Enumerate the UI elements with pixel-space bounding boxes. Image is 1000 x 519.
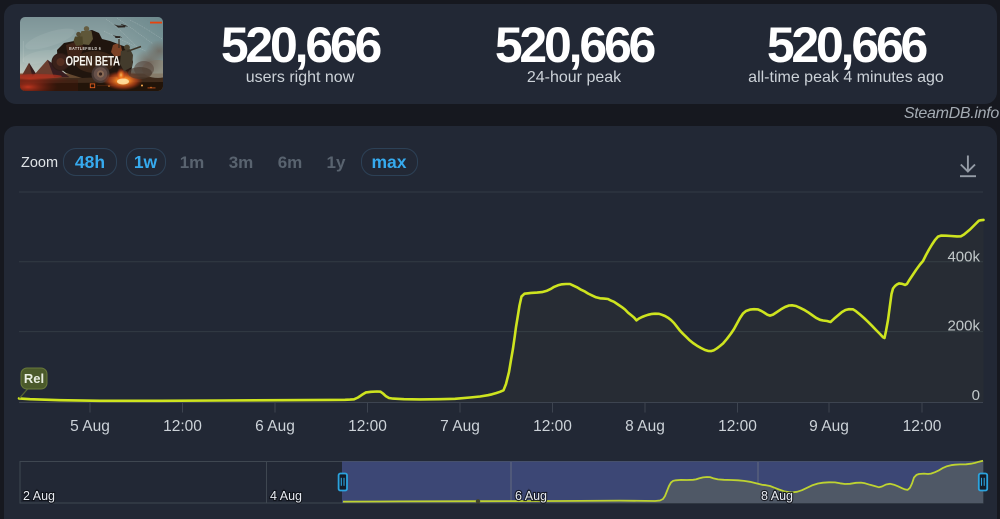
svg-text:12:00: 12:00 xyxy=(718,418,757,435)
svg-text:7 Aug: 7 Aug xyxy=(440,418,480,435)
svg-text:12:00: 12:00 xyxy=(348,418,387,435)
svg-text:0: 0 xyxy=(972,387,980,404)
svg-text:400k: 400k xyxy=(947,249,980,266)
svg-text:12:00: 12:00 xyxy=(903,418,942,435)
svg-text:9 Aug: 9 Aug xyxy=(809,418,849,435)
svg-text:200k: 200k xyxy=(947,318,980,335)
svg-text:12:00: 12:00 xyxy=(163,418,202,435)
svg-text:2 Aug: 2 Aug xyxy=(23,489,55,503)
svg-text:6 Aug: 6 Aug xyxy=(515,489,547,503)
svg-text:Rel: Rel xyxy=(24,371,44,386)
svg-text:BATTLEFIELD 6: BATTLEFIELD 6 xyxy=(69,46,101,52)
svg-text:OPEN BETA: OPEN BETA xyxy=(66,53,121,69)
svg-text:8 Aug: 8 Aug xyxy=(625,418,665,435)
svg-text:5 Aug: 5 Aug xyxy=(70,418,110,435)
svg-text:12:00: 12:00 xyxy=(533,418,572,435)
svg-text:8 Aug: 8 Aug xyxy=(761,489,793,503)
svg-text:6 Aug: 6 Aug xyxy=(255,418,295,435)
svg-text:4 Aug: 4 Aug xyxy=(270,489,302,503)
